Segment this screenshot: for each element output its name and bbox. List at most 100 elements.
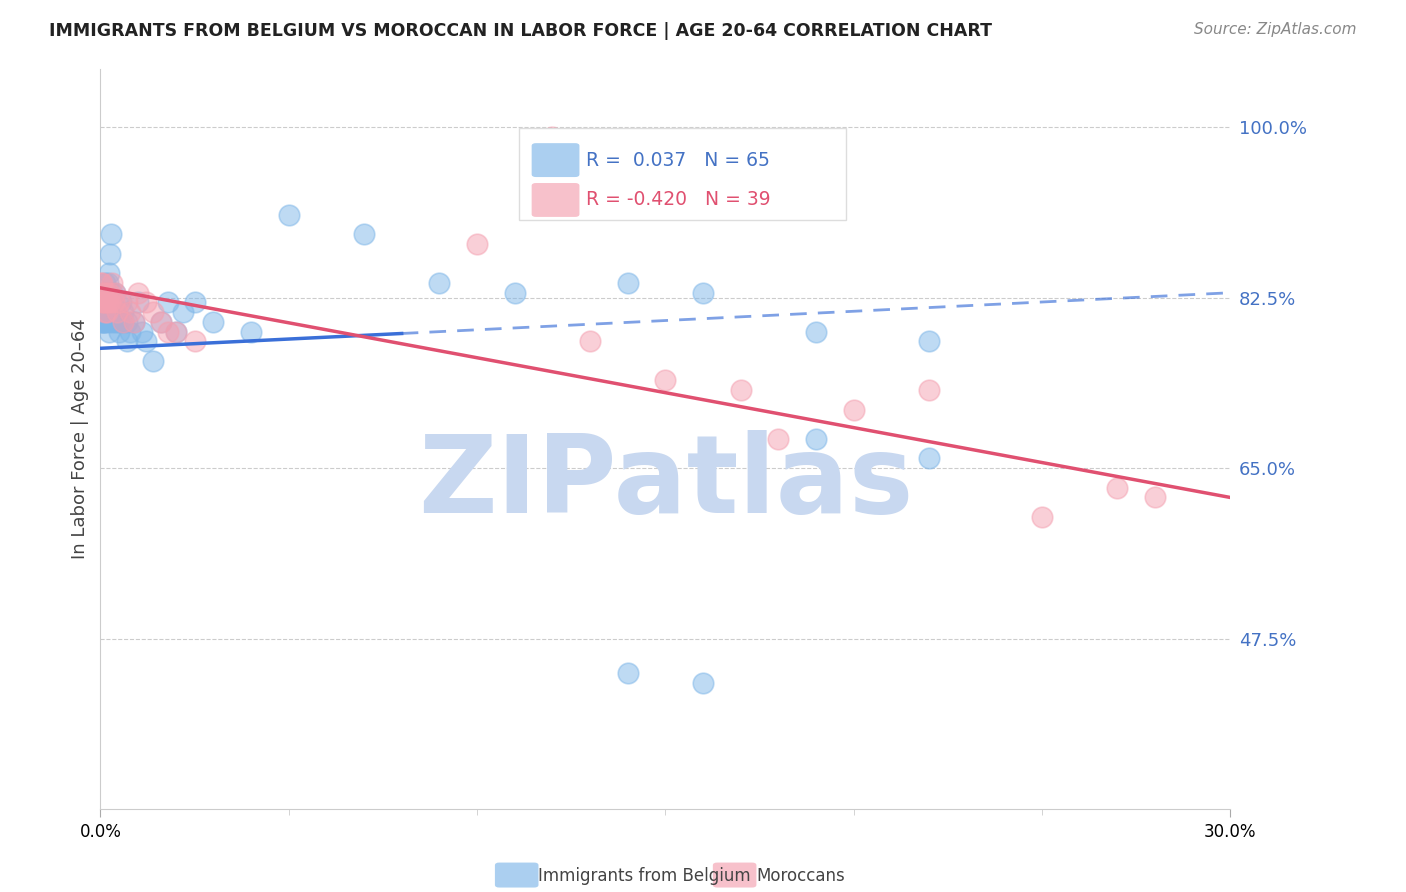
Point: [135, 334, 157, 349]
Point: [131, 325, 153, 339]
Point: [541, 129, 564, 144]
Point: [616, 276, 638, 290]
Point: [97, 276, 120, 290]
Point: [503, 285, 526, 300]
Point: [115, 315, 138, 329]
Point: [157, 295, 180, 310]
Point: [93, 285, 115, 300]
Point: [202, 315, 225, 329]
Y-axis label: In Labor Force | Age 20–64: In Labor Force | Age 20–64: [72, 318, 89, 559]
Point: [120, 305, 142, 319]
Point: [98, 266, 121, 280]
Point: [104, 285, 127, 300]
Point: [96, 305, 118, 319]
Point: [98, 246, 121, 260]
Point: [842, 402, 865, 417]
Point: [157, 325, 180, 339]
Point: [97, 285, 120, 300]
Point: [730, 383, 752, 397]
Text: Moroccans: Moroccans: [756, 867, 845, 885]
Point: [165, 325, 187, 339]
Point: [1143, 491, 1166, 505]
Point: [115, 295, 138, 310]
Point: [142, 354, 165, 368]
Point: [90, 315, 112, 329]
Point: [90, 295, 112, 310]
Point: [149, 315, 172, 329]
Point: [692, 285, 714, 300]
Point: [103, 295, 125, 310]
Point: [90, 276, 112, 290]
Point: [97, 315, 120, 329]
Point: [94, 295, 117, 310]
Point: [100, 276, 122, 290]
Point: [111, 315, 134, 329]
Point: [108, 315, 131, 329]
Point: [93, 305, 115, 319]
Point: [96, 295, 118, 310]
Point: [93, 295, 115, 310]
Point: [122, 315, 145, 329]
Point: [692, 675, 714, 690]
Point: [100, 285, 122, 300]
Text: Source: ZipAtlas.com: Source: ZipAtlas.com: [1194, 22, 1357, 37]
Point: [98, 295, 121, 310]
Point: [103, 305, 125, 319]
Point: [91, 285, 114, 300]
Point: [100, 315, 122, 329]
Point: [94, 305, 117, 319]
Text: IMMIGRANTS FROM BELGIUM VS MOROCCAN IN LABOR FORCE | AGE 20-64 CORRELATION CHART: IMMIGRANTS FROM BELGIUM VS MOROCCAN IN L…: [49, 22, 993, 40]
Point: [98, 295, 121, 310]
Point: [90, 276, 112, 290]
Point: [768, 432, 790, 446]
Point: [97, 295, 120, 310]
Point: [353, 227, 375, 242]
Point: [465, 237, 488, 252]
Point: [122, 315, 145, 329]
Point: [918, 334, 941, 349]
Point: [579, 334, 602, 349]
Point: [104, 305, 127, 319]
Point: [240, 325, 263, 339]
Point: [918, 383, 941, 397]
Point: [1031, 510, 1053, 524]
Point: [96, 305, 118, 319]
Point: [127, 285, 149, 300]
Point: [97, 325, 120, 339]
Point: [91, 315, 114, 329]
Point: [183, 334, 205, 349]
Point: [94, 295, 117, 310]
Point: [94, 305, 117, 319]
Point: [105, 315, 128, 329]
Point: [93, 315, 115, 329]
Point: [172, 305, 194, 319]
Point: [91, 285, 114, 300]
Point: [183, 295, 205, 310]
Point: [616, 665, 638, 680]
Point: [93, 295, 115, 310]
Point: [427, 276, 450, 290]
Text: ZIPatlas: ZIPatlas: [418, 431, 912, 536]
Point: [127, 295, 149, 310]
Point: [90, 295, 112, 310]
Text: R =  0.037   N = 65: R = 0.037 N = 65: [586, 151, 770, 169]
Point: [111, 315, 134, 329]
Point: [104, 285, 127, 300]
Point: [105, 305, 128, 319]
Point: [1107, 481, 1129, 495]
Point: [100, 227, 122, 242]
Point: [96, 295, 118, 310]
Point: [918, 451, 941, 466]
Point: [165, 325, 187, 339]
Point: [804, 325, 827, 339]
Text: Immigrants from Belgium: Immigrants from Belgium: [538, 867, 751, 885]
Point: [108, 295, 131, 310]
Point: [105, 295, 128, 310]
Point: [804, 432, 827, 446]
Text: R = -0.420   N = 39: R = -0.420 N = 39: [586, 191, 770, 210]
Point: [149, 315, 172, 329]
Point: [94, 285, 117, 300]
Point: [142, 305, 165, 319]
Point: [115, 334, 138, 349]
Point: [91, 305, 114, 319]
